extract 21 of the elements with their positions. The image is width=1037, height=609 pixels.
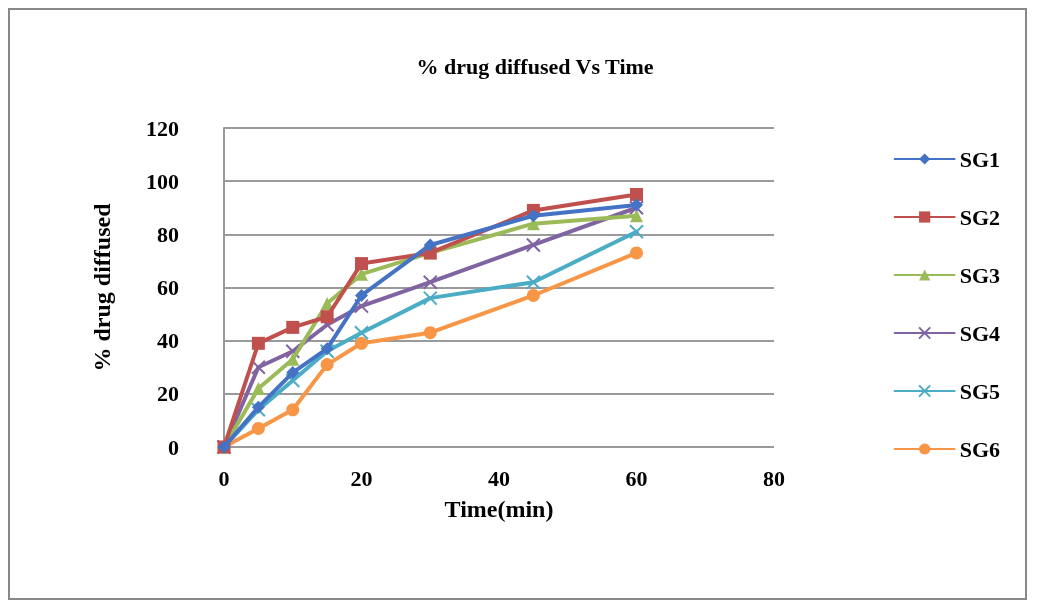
x-axis-title: Time(min) (444, 496, 554, 522)
y-tick-label: 20 (157, 381, 179, 407)
legend-label: SG6 (959, 436, 1001, 462)
y-tick-label: 40 (157, 328, 179, 354)
y-tick-label: 60 (157, 275, 179, 300)
y-tick-label: 0 (168, 434, 179, 460)
y-tick-label: 120 (146, 115, 179, 141)
x-tick-label: 60 (625, 465, 648, 491)
x-tick-label: 20 (350, 465, 373, 491)
legend-label: SG4 (959, 320, 1001, 346)
y-axis-title: % drug diffused (89, 202, 115, 372)
legend-label: SG2 (959, 204, 1001, 230)
y-tick-label: 100 (146, 168, 179, 194)
legend-label: SG5 (959, 378, 1001, 404)
x-tick-label: 80 (763, 465, 785, 491)
chart-title: % drug diffused Vs Time (416, 53, 654, 79)
legend-label: SG1 (959, 146, 1001, 172)
y-tick-label: 80 (157, 221, 179, 247)
x-tick-label: 0 (218, 465, 230, 491)
x-tick-label: 40 (488, 465, 510, 491)
legend-label: SG3 (959, 262, 1001, 288)
